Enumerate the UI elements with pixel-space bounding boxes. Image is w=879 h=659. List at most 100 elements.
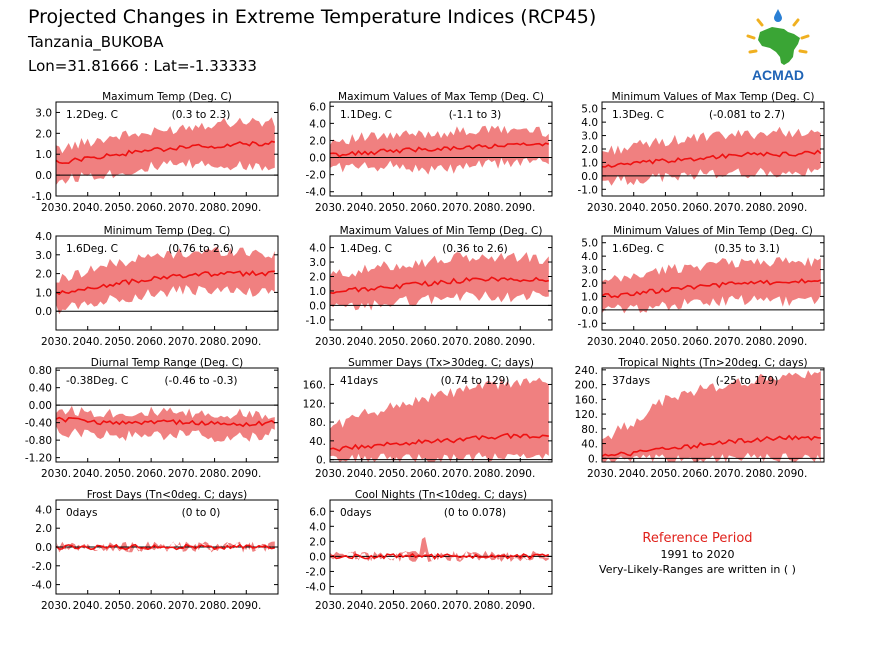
chart-panel-2: -1.00.0 1.02.03.0 4.05.0 2030. 2040. 2050. 206… [578,91,825,214]
y-tick-label: 5.0 [581,238,598,250]
x-tick-label: 2030. [587,336,617,348]
x-tick-label: 2040. [347,202,377,214]
logo-text: ACMAD [752,67,804,83]
x-tick-label: 2060. [136,468,166,480]
x-tick-label: 2070. [442,336,472,348]
median-line [329,276,549,295]
median-line [55,140,275,165]
x-tick-label: 2050. [650,336,680,348]
range-band [602,370,821,462]
x-tick-label: 2060. [682,202,712,214]
y-tick-label: 6.0 [309,506,326,518]
likely-range: (0 to 0) [182,507,221,519]
y-tick-label: 0.0 [309,153,326,165]
station-coordinates: Lon=31.81666 : Lat=-1.33333 [28,57,257,75]
water-drop-icon [774,9,782,22]
x-tick-label: 2040. [347,600,377,612]
x-tick-label: 2070. [168,336,198,348]
station-name: Tanzania_BUKOBA [28,33,164,51]
change-value: 1.6Deg. C [66,243,118,255]
x-tick-label: 2080. [200,600,230,612]
x-tick-label: 2030. [41,336,71,348]
x-tick-label: 2090. [231,468,261,480]
x-tick-label: 2090. [777,336,807,348]
x-tick-label: 2080. [474,468,504,480]
plot-frame [601,367,825,463]
chart-panel-5: -1.00.0 1.02.03.0 4.05.0 2030. 2040. 2050. 206… [578,225,825,348]
x-tick-label: 2090. [231,600,261,612]
y-tick-label: 0.00 [29,400,52,412]
y-tick-label: 2.0 [581,144,598,156]
y-tick-label: 2.0 [581,278,598,290]
x-tick-label: 2080. [746,202,776,214]
change-value: 1.4Deg. C [340,243,392,255]
x-tick-label: 2080. [474,202,504,214]
x-tick-label: 2090. [505,468,535,480]
chart-panel-10: -4.0 -2.0 0.0 2.0 4.0 6.0 2030. 2040. 2050. 2060.… [306,489,553,612]
y-tick-label: 5.0 [581,104,598,116]
y-tick-label: 160. [303,379,326,391]
x-tick-label: 2090. [777,468,807,480]
x-tick-label: 2060. [136,202,166,214]
x-tick-label: 2030. [41,202,71,214]
change-value: -0.38Deg. C [66,375,128,387]
chart-title: Diurnal Temp Range (Deg. C) [91,357,243,369]
x-tick-label: 2080. [746,336,776,348]
median-line [55,416,276,428]
y-tick-label: 4.0 [581,251,598,263]
x-tick-label: 2040. [347,336,377,348]
x-tick-label: 2060. [410,202,440,214]
chart-title: Summer Days (Tx>30deg. C; days) [348,357,534,369]
y-tick-label: 2.0 [35,269,52,281]
y-tick-label: 40. [581,439,598,451]
x-tick-label: 2090. [231,336,261,348]
y-tick-label: 120. [575,409,598,421]
x-tick-label: 2050. [378,468,408,480]
chart-title: Cool Nights (Tn<10deg. C; days) [355,489,527,501]
range-band [56,541,275,553]
y-tick-label: 200. [575,380,598,392]
range-band [330,537,549,562]
plot-frame [329,101,553,197]
x-tick-label: 2050. [650,202,680,214]
chart-title: Frost Days (Tn<0deg. C; days) [87,489,247,501]
median-line [55,543,275,551]
x-tick-label: 2050. [378,600,408,612]
x-tick-label: 2080. [200,202,230,214]
chart-panel-7: 0. 40. 80. 120. 160. 2030. 2040. 2050. 2060. 2070… [303,357,553,480]
chart-title: Maximum Values of Max Temp (Deg. C) [338,91,544,103]
y-tick-label: 0. [588,453,598,465]
x-tick-label: 2080. [200,468,230,480]
reference-period-title: Reference Period [642,531,753,546]
x-tick-label: 2040. [73,336,103,348]
x-tick-label: 2060. [136,600,166,612]
change-value: 0days [340,507,371,519]
y-tick-label: 4.0 [309,521,326,533]
x-tick-label: 2060. [682,468,712,480]
y-tick-label: 2.0 [309,135,326,147]
y-tick-label: -2.0 [306,566,327,578]
x-tick-label: 2060. [682,336,712,348]
x-tick-label: 2030. [41,468,71,480]
x-tick-label: 2070. [714,336,744,348]
y-tick-label: 0.0 [581,171,598,183]
x-tick-label: 2060. [410,336,440,348]
y-tick-label: 3.0 [35,250,52,262]
x-tick-label: 2040. [73,202,103,214]
x-tick-label: 2070. [168,202,198,214]
y-tick-label: -1.0 [306,315,327,327]
y-tick-label: 0.0 [35,542,52,554]
x-tick-label: 2040. [619,202,649,214]
plot-frame [329,235,553,331]
y-tick-label: 4.0 [309,118,326,130]
page-title: Projected Changes in Extreme Temperature… [28,6,597,28]
chart-panel-1: -4.0 -2.0 0.0 2.0 4.0 6.0 2030. 2040. 2050. 2060.… [306,91,553,214]
y-tick-label: 0.40 [29,383,52,395]
x-tick-label: 2070. [442,202,472,214]
x-tick-label: 2040. [619,468,649,480]
x-tick-label: 2030. [315,600,345,612]
x-tick-label: 2090. [505,336,535,348]
y-tick-label: -4.0 [32,580,53,592]
y-tick-label: 2.0 [35,523,52,535]
